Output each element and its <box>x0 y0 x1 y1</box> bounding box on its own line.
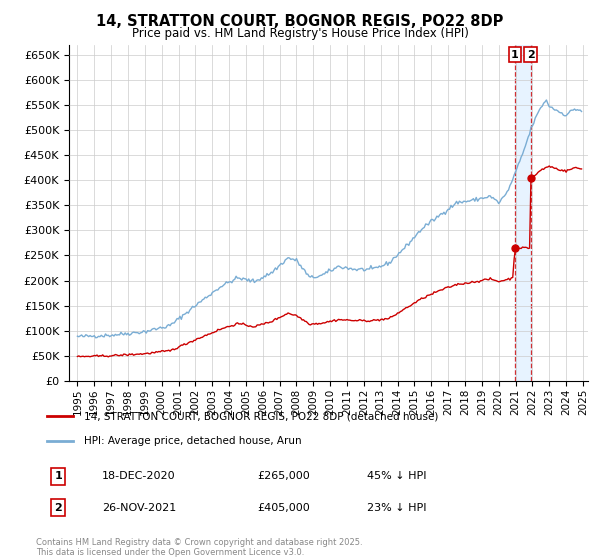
Text: 2: 2 <box>527 50 535 60</box>
Text: 14, STRATTON COURT, BOGNOR REGIS, PO22 8DP: 14, STRATTON COURT, BOGNOR REGIS, PO22 8… <box>97 14 503 29</box>
Text: 14, STRATTON COURT, BOGNOR REGIS, PO22 8DP (detached house): 14, STRATTON COURT, BOGNOR REGIS, PO22 8… <box>83 411 438 421</box>
Text: 26-NOV-2021: 26-NOV-2021 <box>102 503 176 513</box>
Text: Price paid vs. HM Land Registry's House Price Index (HPI): Price paid vs. HM Land Registry's House … <box>131 27 469 40</box>
Text: 1: 1 <box>511 50 519 60</box>
Text: 23% ↓ HPI: 23% ↓ HPI <box>367 503 427 513</box>
Text: HPI: Average price, detached house, Arun: HPI: Average price, detached house, Arun <box>83 436 301 446</box>
Text: 1: 1 <box>54 472 62 482</box>
Bar <box>515 45 531 381</box>
Text: Contains HM Land Registry data © Crown copyright and database right 2025.
This d: Contains HM Land Registry data © Crown c… <box>36 538 362 557</box>
Text: 45% ↓ HPI: 45% ↓ HPI <box>367 472 427 482</box>
Text: £405,000: £405,000 <box>257 503 310 513</box>
Text: £265,000: £265,000 <box>257 472 310 482</box>
Text: 18-DEC-2020: 18-DEC-2020 <box>102 472 176 482</box>
Text: 2: 2 <box>54 503 62 513</box>
